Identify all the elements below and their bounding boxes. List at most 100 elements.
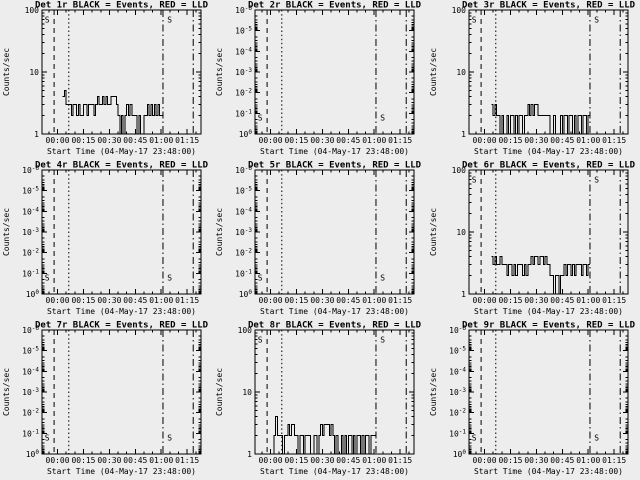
y-tick-label: 100	[238, 326, 253, 335]
plot-title: Det 5r BLACK = Events, RED = LLD	[248, 161, 421, 171]
x-tick-label: 01:00	[576, 136, 600, 145]
x-tick-label: 00:00	[46, 136, 70, 145]
x-tick-label: 01:00	[576, 456, 600, 465]
x-tick-label: 00:30	[524, 136, 548, 145]
x-tick-label: 00:00	[472, 136, 496, 145]
x-tick-label: 00:15	[285, 136, 309, 145]
y-tick-label: 1	[34, 130, 39, 139]
y-tick-label: 100	[25, 6, 40, 15]
plot-det-2r: Det 2r BLACK = Events, RED = LLD Start Ti…	[213, 0, 426, 160]
y-tick-label: 10-4	[22, 206, 39, 216]
saa-marker-label: S	[258, 114, 263, 123]
y-tick-label: 10-2	[22, 248, 39, 258]
y-tick-label: 100	[451, 166, 466, 175]
y-tick-label: 10-1	[22, 428, 39, 438]
series-events	[491, 103, 590, 135]
plot-title: Det 6r BLACK = Events, RED = LLD	[462, 161, 635, 171]
plot-title: Det 3r BLACK = Events, RED = LLD	[462, 1, 635, 11]
x-tick-label: 01:00	[149, 136, 173, 145]
y-tick-label: 10-1	[22, 268, 39, 278]
x-tick-label: 01:15	[388, 296, 412, 305]
x-tick-label: 00:45	[550, 296, 574, 305]
plot-frame	[41, 169, 202, 295]
x-tick-label: 00:45	[550, 136, 574, 145]
x-tick-label: 01:15	[602, 136, 626, 145]
chart-det-6r: Det 6r BLACK = Events, RED = LLD Start Ti…	[429, 161, 635, 316]
chart-det-8r: Det 8r BLACK = Events, RED = LLD Start Ti…	[215, 321, 421, 476]
y-tick-label: 10-3	[235, 67, 252, 77]
y-tick-label: 10-6	[235, 5, 252, 15]
x-tick-label: 00:30	[311, 136, 335, 145]
x-tick-label: 01:00	[149, 296, 173, 305]
x-tick-label: 00:45	[123, 136, 147, 145]
plot-frame	[468, 329, 629, 455]
x-tick-label: 01:15	[175, 456, 199, 465]
saa-marker-label: S	[471, 434, 476, 443]
plot-frame	[254, 9, 415, 135]
y-tick-label: 10-2	[235, 88, 252, 98]
saa-marker-label: S	[45, 434, 50, 443]
y-tick-label: 10-4	[235, 206, 252, 216]
x-tick-label: 00:00	[472, 456, 496, 465]
y-tick-label: 100	[451, 6, 466, 15]
plot-title: Det 1r BLACK = Events, RED = LLD	[35, 1, 208, 11]
y-axis-label: Counts/sec	[2, 48, 11, 96]
y-axis-label: Counts/sec	[429, 48, 438, 96]
chart-det-2r: Det 2r BLACK = Events, RED = LLD Start Ti…	[215, 1, 421, 156]
x-axis-label: Start Time (04-May-17 23:48:00)	[474, 467, 623, 476]
saa-marker-label: S	[167, 16, 172, 25]
y-axis-label: Counts/sec	[215, 208, 224, 256]
x-tick-label: 00:15	[71, 456, 95, 465]
y-tick-label: 10-1	[235, 268, 252, 278]
x-axis-label: Start Time (04-May-17 23:48:00)	[260, 467, 409, 476]
y-tick-label: 10-6	[449, 325, 466, 335]
x-tick-label: 00:15	[285, 456, 309, 465]
plot-title: Det 2r BLACK = Events, RED = LLD	[248, 1, 421, 11]
y-tick-label: 100	[26, 289, 40, 299]
x-tick-label: 00:30	[311, 296, 335, 305]
plot-title: Det 7r BLACK = Events, RED = LLD	[35, 321, 208, 331]
x-tick-label: 00:45	[123, 296, 147, 305]
series-events	[491, 256, 590, 295]
y-tick-label: 10-5	[235, 186, 252, 196]
chart-det-4r: Det 4r BLACK = Events, RED = LLD Start Ti…	[2, 161, 208, 316]
y-tick-label: 100	[452, 449, 466, 459]
y-tick-label: 10-3	[22, 387, 39, 397]
x-tick-label: 00:30	[97, 296, 121, 305]
x-tick-label: 00:30	[524, 296, 548, 305]
y-axis-label: Counts/sec	[215, 48, 224, 96]
x-tick-label: 00:15	[285, 296, 309, 305]
y-axis-label: Counts/sec	[215, 368, 224, 416]
plot-det-9r: Det 9r BLACK = Events, RED = LLD Start Ti…	[427, 320, 640, 480]
y-tick-label: 1	[461, 290, 466, 299]
x-tick-label: 01:00	[149, 456, 173, 465]
x-tick-label: 00:15	[498, 136, 522, 145]
x-axis-label: Start Time (04-May-17 23:48:00)	[260, 147, 409, 156]
y-axis-label: Counts/sec	[429, 368, 438, 416]
saa-marker-label: S	[594, 16, 599, 25]
y-tick-label: 10-4	[235, 46, 252, 56]
y-tick-label: 100	[26, 449, 40, 459]
y-tick-label: 10-4	[22, 366, 39, 376]
y-tick-label: 10-6	[235, 165, 252, 175]
x-tick-label: 00:00	[46, 296, 70, 305]
plot-det-3r: Det 3r BLACK = Events, RED = LLD Start Ti…	[427, 0, 640, 160]
x-tick-label: 00:45	[337, 456, 361, 465]
x-tick-label: 00:00	[259, 296, 283, 305]
plot-title: Det 8r BLACK = Events, RED = LLD	[248, 321, 421, 331]
x-tick-label: 00:45	[123, 456, 147, 465]
y-tick-label: 10-3	[22, 227, 39, 237]
x-tick-label: 01:15	[388, 456, 412, 465]
x-axis-label: Start Time (04-May-17 23:48:00)	[260, 307, 409, 316]
plot-frame	[41, 329, 202, 455]
saa-marker-label: S	[258, 274, 263, 283]
x-tick-label: 00:15	[71, 296, 95, 305]
saa-marker-label: S	[45, 16, 50, 25]
y-tick-label: 10-4	[449, 366, 466, 376]
x-axis-label: Start Time (04-May-17 23:48:00)	[474, 147, 623, 156]
x-axis-label: Start Time (04-May-17 23:48:00)	[47, 467, 196, 476]
y-tick-label: 100	[239, 129, 253, 139]
x-tick-label: 00:15	[498, 296, 522, 305]
